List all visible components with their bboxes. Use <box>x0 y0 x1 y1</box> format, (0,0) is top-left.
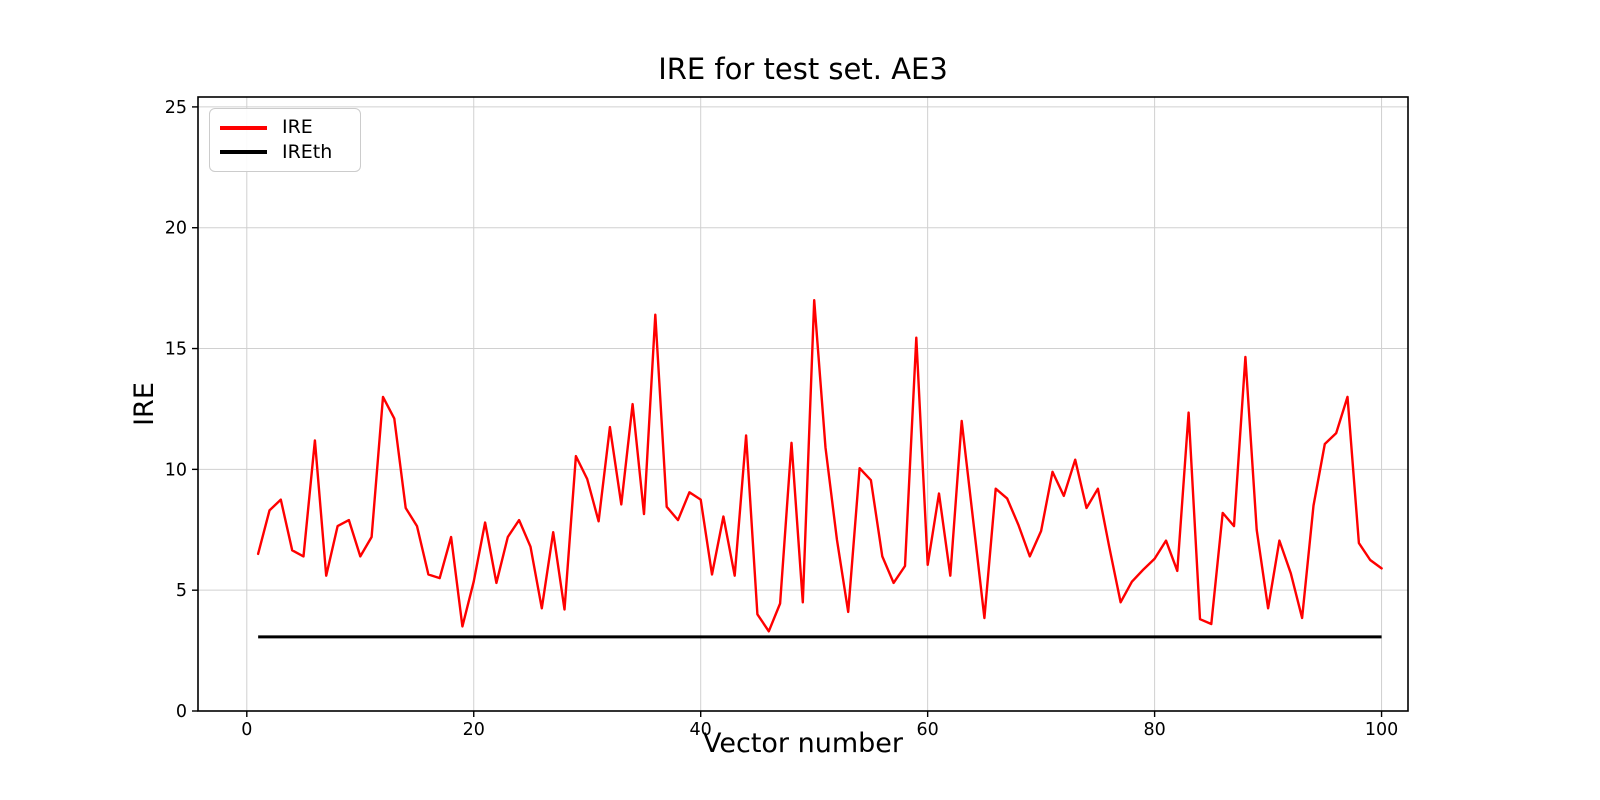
y-tick-label: 5 <box>176 581 187 601</box>
y-tick-label: 0 <box>176 702 187 722</box>
x-tick-label: 40 <box>690 720 712 740</box>
y-tick-label: 20 <box>165 219 187 239</box>
x-tick-label: 60 <box>917 720 939 740</box>
y-tick-label: 10 <box>165 460 187 480</box>
ire-data-line <box>256 299 1383 633</box>
legend-item-ire: IRE <box>220 118 350 137</box>
x-tick-label: 0 <box>241 720 252 740</box>
legend-label-ireth: IREth <box>282 140 333 163</box>
y-tick-label: 25 <box>165 98 187 118</box>
y-tick-label: 15 <box>165 340 187 360</box>
legend: IRE IREth <box>209 108 361 172</box>
chart-title: IRE for test set. AE3 <box>658 52 948 86</box>
y-axis-label: IRE <box>129 382 160 426</box>
x-tick-label: 80 <box>1143 720 1165 740</box>
x-axis-label: Vector number <box>703 728 903 759</box>
legend-line-sample-ireth <box>220 150 267 155</box>
legend-item-ireth: IREth <box>220 140 350 163</box>
legend-line-sample-ire <box>220 125 267 130</box>
plot-frame <box>197 96 1409 712</box>
legend-label-ire: IRE <box>282 116 313 139</box>
x-tick-label: 100 <box>1365 720 1398 740</box>
x-tick-label: 20 <box>463 720 485 740</box>
